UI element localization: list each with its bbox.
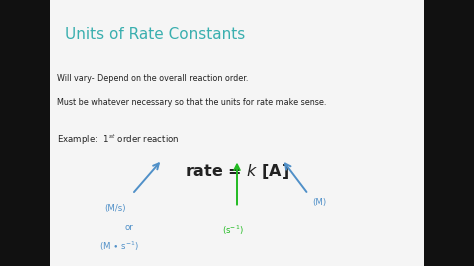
FancyBboxPatch shape bbox=[50, 0, 424, 266]
Text: Will vary- Depend on the overall reaction order.: Will vary- Depend on the overall reactio… bbox=[57, 74, 249, 84]
Text: (s$^{-1}$): (s$^{-1}$) bbox=[222, 223, 244, 237]
Text: Units of Rate Constants: Units of Rate Constants bbox=[65, 27, 245, 41]
Text: rate = $k$ [A]: rate = $k$ [A] bbox=[185, 162, 289, 181]
Text: Must be whatever necessary so that the units for rate make sense.: Must be whatever necessary so that the u… bbox=[57, 98, 327, 107]
Text: or: or bbox=[124, 223, 133, 232]
Text: (M $\bullet$ s$^{-1}$): (M $\bullet$ s$^{-1}$) bbox=[99, 239, 139, 253]
Text: Example:  1$^{st}$ order reaction: Example: 1$^{st}$ order reaction bbox=[57, 133, 180, 147]
Text: (M/s): (M/s) bbox=[105, 204, 126, 213]
Text: (M): (M) bbox=[312, 198, 327, 207]
